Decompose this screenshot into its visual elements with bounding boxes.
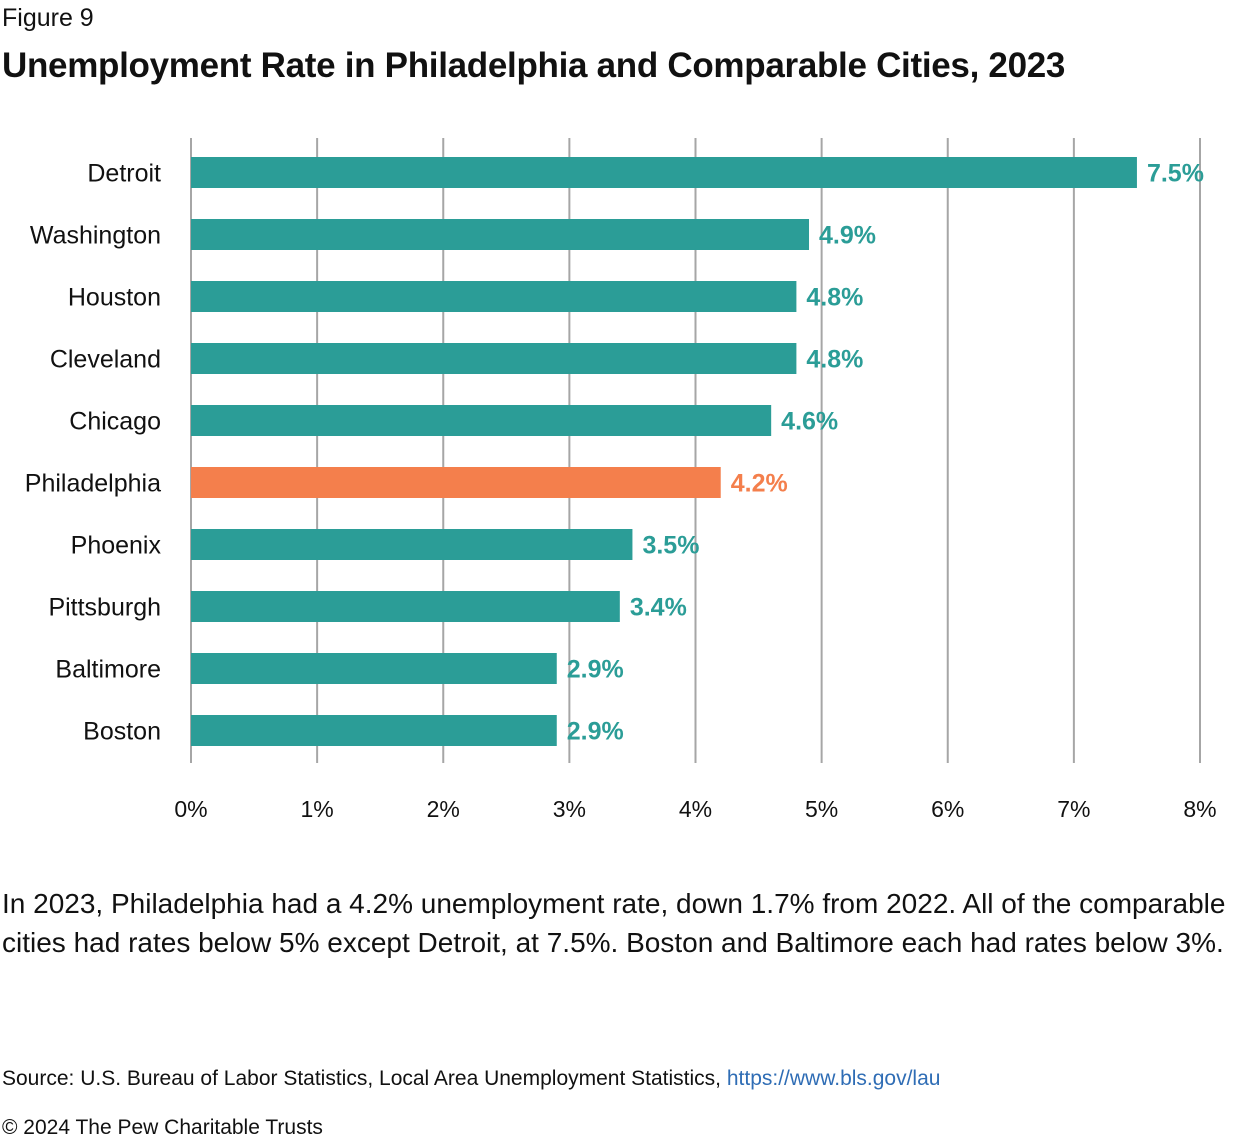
value-label: 7.5% — [1147, 160, 1204, 188]
value-label: 3.4% — [630, 594, 687, 622]
value-label: 4.6% — [781, 408, 838, 436]
bar-chart: Detroit Washington Houston Cleveland Chicago… — [25, 138, 1217, 822]
source-text: Source: U.S. Bureau of Labor Statistics,… — [2, 1067, 722, 1090]
bar-cleveland — [191, 343, 797, 374]
category-label: Detroit — [87, 160, 161, 188]
x-tick-label: 7% — [1057, 796, 1090, 822]
category-label: Houston — [68, 284, 161, 312]
category-label: Boston — [83, 718, 161, 746]
bar-washington — [191, 219, 810, 250]
copyright: © 2024 The Pew Charitable Trusts — [2, 1116, 323, 1139]
x-tick-label: 2% — [427, 796, 460, 822]
category-label: Cleveland — [50, 346, 161, 374]
category-label: Pittsburgh — [48, 594, 161, 622]
bar-pittsburgh — [191, 591, 620, 622]
value-label: 4.2% — [731, 470, 788, 498]
x-tick-labels: 0% 1% 2% 3% 4% 5% 6% 7% 8% — [174, 796, 1216, 822]
category-label: Chicago — [69, 408, 161, 436]
bar-philadelphia — [191, 467, 721, 498]
x-tick-label: 5% — [805, 796, 838, 822]
value-label: 4.8% — [806, 346, 863, 374]
category-label: Phoenix — [71, 532, 162, 560]
value-label: 3.5% — [642, 532, 699, 560]
category-label: Philadelphia — [25, 470, 161, 498]
category-label: Washington — [30, 222, 161, 250]
value-label: 2.9% — [567, 718, 624, 746]
category-labels: Detroit Washington Houston Cleveland Chicago… — [25, 160, 162, 746]
value-labels: 7.5% 4.9% 4.8% 4.8% 4.6% 4.2% 3.5% 3.4% 2.9% 2.9% — [567, 160, 1204, 746]
bar-baltimore — [191, 653, 557, 684]
value-label: 4.9% — [819, 222, 876, 250]
bar-houston — [191, 281, 797, 312]
value-label: 2.9% — [567, 656, 624, 684]
caption: In 2023, Philadelphia had a 4.2% unemplo… — [2, 888, 1226, 958]
figure-label: Figure 9 — [2, 4, 94, 32]
value-label: 4.8% — [806, 284, 863, 312]
bar-chicago — [191, 405, 772, 436]
x-tick-label: 0% — [174, 796, 207, 822]
x-tick-label: 4% — [679, 796, 712, 822]
category-label: Baltimore — [55, 656, 161, 684]
bar-detroit — [191, 157, 1137, 188]
bars — [191, 157, 1137, 746]
x-tick-label: 6% — [931, 796, 964, 822]
bar-phoenix — [191, 529, 633, 560]
source-line: Source: U.S. Bureau of Labor Statistics,… — [2, 1067, 940, 1091]
chart-title: Unemployment Rate in Philadelphia and Co… — [2, 46, 1066, 85]
x-tick-label: 3% — [553, 796, 586, 822]
x-tick-label: 1% — [301, 796, 334, 822]
source-link[interactable]: https://www.bls.gov/lau — [726, 1067, 941, 1090]
bar-boston — [191, 715, 557, 746]
x-tick-label: 8% — [1183, 796, 1216, 822]
